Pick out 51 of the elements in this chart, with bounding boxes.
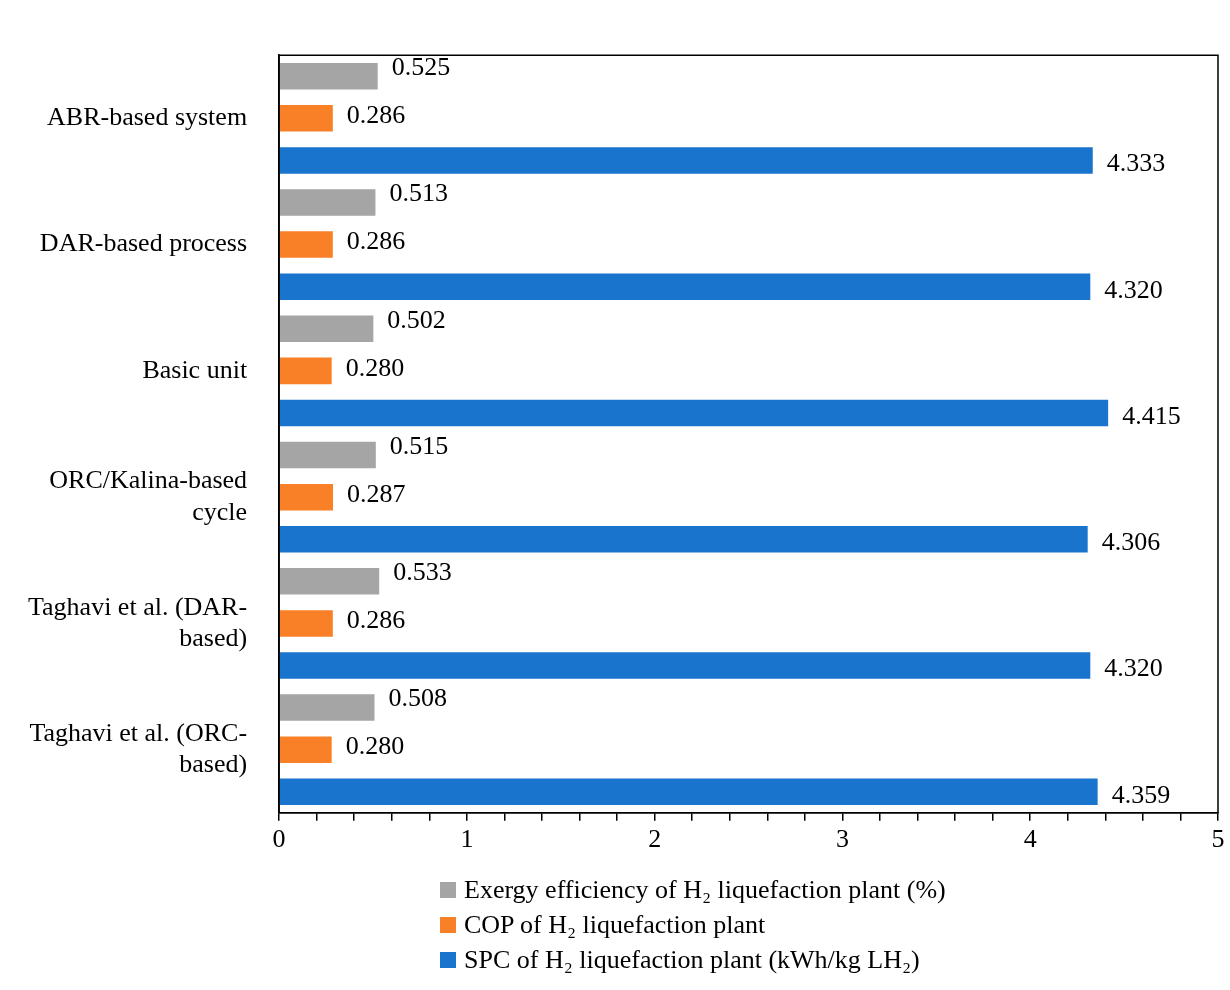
bar	[279, 147, 1093, 174]
x-tick-label: 3	[835, 824, 849, 854]
bar	[279, 62, 378, 90]
data-label: 0.286	[346, 605, 406, 635]
data-label: 0.280	[345, 352, 405, 382]
x-tick-label: 5	[1211, 824, 1225, 854]
data-label: 0.515	[389, 430, 449, 460]
bar	[279, 525, 1088, 553]
bar	[279, 441, 376, 469]
bar	[279, 694, 375, 721]
y-tick-label: ORC/Kalina-based cycle	[49, 465, 248, 526]
legend-label: COP of H₂ liquefaction plant	[464, 909, 766, 940]
y-tick-label: Basic unit	[142, 354, 248, 384]
data-label: 4.320	[1104, 653, 1163, 683]
data-label: 4.333	[1106, 148, 1166, 178]
data-label: 0.508	[388, 683, 447, 713]
legend-label: Exergy efficiency of H₂ liquefaction plant (%)	[464, 874, 946, 905]
bar	[279, 568, 380, 595]
bar	[279, 189, 376, 216]
data-label: 0.280	[345, 731, 405, 761]
data-label: 0.286	[346, 100, 406, 130]
y-tick-label: DAR-based process	[39, 228, 248, 258]
x-tick-label: 2	[648, 824, 662, 854]
bar	[279, 273, 1091, 300]
bar	[279, 399, 1109, 427]
x-tick-label: 0	[272, 824, 286, 854]
y-tick-label: ABR-based system	[47, 102, 248, 132]
data-label: 0.286	[346, 226, 406, 256]
data-label: 0.513	[389, 178, 448, 208]
bar	[279, 736, 332, 763]
y-tick-label: Taghavi et al. (DAR-based)	[28, 591, 248, 652]
data-label: 0.502	[387, 304, 446, 334]
data-label: 4.415	[1122, 400, 1181, 430]
bar	[279, 483, 333, 511]
y-tick-label: Taghavi et al. (ORC-based)	[29, 717, 248, 779]
data-label: 4.320	[1104, 274, 1163, 304]
data-label: 0.525	[391, 52, 451, 82]
bar	[279, 315, 374, 343]
legend-label: SPC of H₂ liquefaction plant (kWh/kg LH₂)	[464, 944, 920, 975]
data-label: 0.287	[347, 478, 406, 508]
data-label: 4.306	[1101, 527, 1161, 557]
bar	[279, 231, 333, 258]
data-label: 4.359	[1111, 779, 1171, 809]
bar	[279, 105, 333, 132]
data-label: 0.533	[393, 557, 452, 587]
bar	[279, 778, 1098, 806]
x-tick-label: 4	[1023, 824, 1037, 854]
x-tick-label: 1	[460, 824, 474, 854]
bar	[279, 652, 1091, 679]
bar	[279, 357, 332, 385]
bar	[279, 610, 333, 637]
